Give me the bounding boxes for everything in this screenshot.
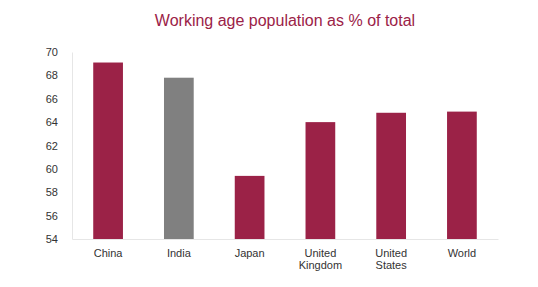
y-axis-line bbox=[72, 53, 73, 240]
x-tick-label: UnitedStates bbox=[375, 247, 407, 272]
y-tick: 70 bbox=[46, 46, 72, 58]
x-tick-label: UnitedKingdom bbox=[299, 247, 342, 272]
title: Working age population as % of total bbox=[155, 12, 415, 29]
x-tick: UnitedStates bbox=[375, 239, 407, 271]
y-tick: 68 bbox=[46, 69, 72, 81]
bar bbox=[376, 113, 406, 239]
bar bbox=[306, 122, 336, 239]
y-tick: 66 bbox=[46, 93, 72, 105]
y-tick: 60 bbox=[46, 163, 72, 175]
x-tick: World bbox=[448, 239, 477, 259]
bar bbox=[164, 78, 194, 239]
y-tick: 54 bbox=[46, 233, 72, 245]
x-tick: Japan bbox=[235, 239, 265, 259]
chart: 54 56 58 60 62 64 66 68 70 China India Japan UnitedK… bbox=[0, 0, 538, 287]
y-axis: 54 56 58 60 62 64 66 68 70 bbox=[46, 46, 73, 245]
y-tick: 56 bbox=[46, 210, 72, 222]
x-tick-label: India bbox=[167, 247, 192, 259]
y-tick: 58 bbox=[46, 186, 72, 198]
bar bbox=[235, 176, 265, 239]
x-tick-label: China bbox=[94, 247, 124, 259]
y-tick-label: 64 bbox=[46, 116, 58, 128]
y-tick-label: 66 bbox=[46, 93, 58, 105]
bars bbox=[93, 63, 477, 239]
y-tick-label: 68 bbox=[46, 69, 58, 81]
bar bbox=[447, 112, 477, 239]
x-tick: India bbox=[167, 239, 192, 259]
y-tick-label: 58 bbox=[46, 186, 58, 198]
x-axis-line bbox=[73, 239, 499, 240]
y-tick-label: 54 bbox=[46, 233, 58, 245]
y-tick-label: 60 bbox=[46, 163, 58, 175]
x-tick: UnitedKingdom bbox=[299, 239, 342, 271]
bar bbox=[93, 63, 123, 239]
x-tick: China bbox=[94, 239, 124, 259]
x-tick-label: Japan bbox=[235, 247, 265, 259]
y-tick-label: 62 bbox=[46, 140, 58, 152]
y-tick: 62 bbox=[46, 140, 72, 152]
x-tick-label: World bbox=[448, 247, 477, 259]
x-axis: China India Japan UnitedKingdom UnitedStates… bbox=[73, 239, 499, 271]
y-tick: 64 bbox=[46, 116, 72, 128]
y-tick-label: 70 bbox=[46, 46, 58, 58]
y-tick-label: 56 bbox=[46, 210, 58, 222]
